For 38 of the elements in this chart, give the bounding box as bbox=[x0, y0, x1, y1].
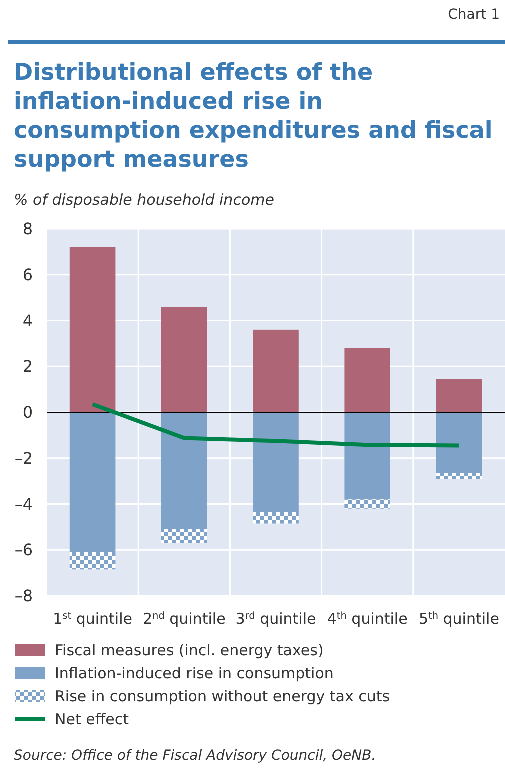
y-axis-title: % of disposable household income bbox=[14, 191, 274, 209]
legend-label: Rise in consumption without energy tax cuts bbox=[55, 687, 390, 706]
x-tick-label: 1$^{st}$ quintile bbox=[53, 610, 132, 628]
x-tick-label: 4$^{th}$ quintile bbox=[327, 610, 408, 628]
y-tick-label: –8 bbox=[14, 586, 33, 606]
x-tick-label: 3$^{rd}$ quintile bbox=[236, 610, 316, 628]
legend-label: Inflation-induced rise in consumption bbox=[55, 664, 334, 682]
bar bbox=[436, 473, 482, 480]
caption: Chart 1 bbox=[448, 7, 500, 23]
bar bbox=[253, 330, 299, 412]
bar bbox=[344, 500, 390, 509]
x-tick-label: 5$^{th}$ quintile bbox=[418, 610, 500, 628]
legend-label: Net effect bbox=[55, 710, 130, 728]
bar bbox=[436, 412, 482, 474]
legend-label: Fiscal measures (incl. energy taxes) bbox=[55, 641, 324, 660]
x-tick-label: 2$^{nd}$ quintile bbox=[142, 610, 226, 628]
y-tick-label: 2 bbox=[22, 357, 33, 376]
line-series bbox=[90, 402, 462, 448]
source-note: Source: Office of the Fiscal Advisory Council, OeNB. bbox=[14, 748, 376, 764]
bar bbox=[344, 412, 390, 500]
y-tick-label: –2 bbox=[14, 448, 33, 468]
bar bbox=[70, 412, 116, 552]
bar bbox=[344, 348, 390, 412]
bar bbox=[70, 247, 116, 412]
bar bbox=[253, 512, 299, 524]
bar bbox=[162, 306, 208, 412]
bar bbox=[253, 412, 299, 512]
y-tick-label: 0 bbox=[22, 403, 33, 422]
bar bbox=[436, 379, 482, 412]
bar bbox=[70, 552, 116, 570]
bar bbox=[162, 412, 208, 530]
chart-title: Distributional effects of the inflation-induced rise in consumption expenditures and fiscal support measures bbox=[14, 60, 493, 173]
y-tick-label: –4 bbox=[14, 494, 33, 514]
y-tick-label: –6 bbox=[14, 540, 33, 560]
bar bbox=[162, 529, 208, 544]
y-tick-label: 8 bbox=[22, 220, 33, 239]
y-tick-label: 6 bbox=[22, 265, 33, 284]
y-tick-label: 4 bbox=[22, 311, 33, 330]
